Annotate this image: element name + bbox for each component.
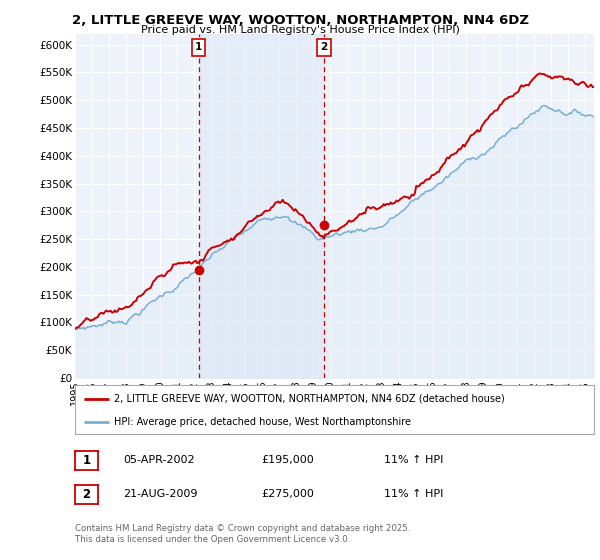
Text: 05-APR-2002: 05-APR-2002 xyxy=(123,455,194,465)
Text: 21-AUG-2009: 21-AUG-2009 xyxy=(123,489,197,499)
Text: 11% ↑ HPI: 11% ↑ HPI xyxy=(384,489,443,499)
Text: Price paid vs. HM Land Registry's House Price Index (HPI): Price paid vs. HM Land Registry's House … xyxy=(140,25,460,35)
Text: 2: 2 xyxy=(82,488,91,501)
Text: 2, LITTLE GREEVE WAY, WOOTTON, NORTHAMPTON, NN4 6DZ: 2, LITTLE GREEVE WAY, WOOTTON, NORTHAMPT… xyxy=(71,14,529,27)
Text: Contains HM Land Registry data © Crown copyright and database right 2025.
This d: Contains HM Land Registry data © Crown c… xyxy=(75,524,410,544)
Text: HPI: Average price, detached house, West Northamptonshire: HPI: Average price, detached house, West… xyxy=(114,417,411,427)
Text: 2: 2 xyxy=(320,43,328,53)
Text: £195,000: £195,000 xyxy=(261,455,314,465)
Text: 1: 1 xyxy=(82,454,91,468)
Text: 2, LITTLE GREEVE WAY, WOOTTON, NORTHAMPTON, NN4 6DZ (detached house): 2, LITTLE GREEVE WAY, WOOTTON, NORTHAMPT… xyxy=(114,394,505,404)
Text: 1: 1 xyxy=(195,43,202,53)
Text: £275,000: £275,000 xyxy=(261,489,314,499)
Text: 11% ↑ HPI: 11% ↑ HPI xyxy=(384,455,443,465)
